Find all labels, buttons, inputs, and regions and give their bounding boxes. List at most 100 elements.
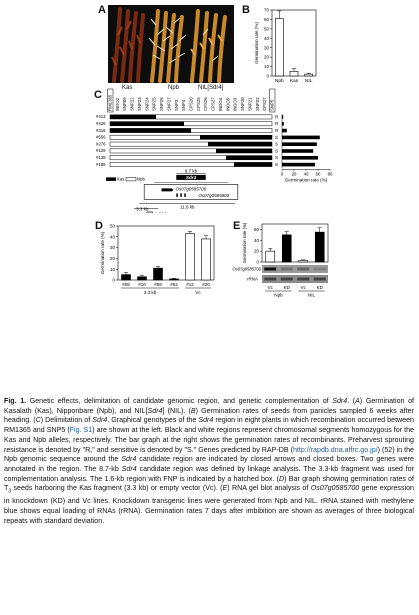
chart-b-ytick-label: 70 xyxy=(264,8,270,13)
nil-panicle xyxy=(190,9,227,83)
marker-label: SNP20 xyxy=(240,97,245,111)
caption-text: ] (NIL). ( xyxy=(162,406,191,415)
genotype-kas-segment xyxy=(110,114,156,119)
chart-e-bar xyxy=(314,231,325,263)
genotype-kas-segment xyxy=(110,128,191,133)
blot-band xyxy=(297,277,310,281)
legend-kas-swatch xyxy=(106,177,116,181)
size-label-1-6: 1.6 kb xyxy=(155,211,168,213)
chart-d-xtick-label: #10 xyxy=(138,282,146,287)
chart-d-bar xyxy=(169,278,179,281)
caption-gene-italic: Sdr4 xyxy=(332,397,348,405)
gene2-exon xyxy=(176,193,178,197)
caption-text: ) Germination rates of seeds from panicl… xyxy=(4,406,414,425)
caption-link-fig-s1[interactable]: Fig. S1 xyxy=(69,426,93,435)
caption-link-rapdb[interactable]: http://rapdb.dna.affrc.go.jp/ xyxy=(292,445,378,454)
panel-b-label: B xyxy=(242,4,250,16)
caption-text: . Graphical genotypes of the xyxy=(107,416,199,425)
line-label: #426 xyxy=(96,121,106,126)
marker-label: SNP24 xyxy=(144,97,149,111)
line-label: #318 xyxy=(96,128,106,133)
genotype-kas-segment xyxy=(234,162,272,167)
chart-d: 0 10 20 30 40 50 Germination rate (%) #08 #10 #59… xyxy=(100,224,215,295)
chart-e-ytick-label: 0 xyxy=(256,260,259,265)
gene2-label: Os07g0585800 xyxy=(198,193,229,198)
chart-d-xtick-label: #08 xyxy=(122,282,130,287)
chart-d-ytick-label: 10 xyxy=(110,267,116,272)
rs-label: R xyxy=(275,114,279,119)
gene-model-box xyxy=(143,184,239,200)
marker-label: SNP21 xyxy=(247,97,252,111)
chart-e-frame xyxy=(261,223,329,263)
marker-label: SNP22 xyxy=(130,97,135,111)
chart-e-ytick-label: 20 xyxy=(254,249,260,254)
panel-a-photo xyxy=(108,5,234,83)
size-label-3-3: 3.3 kb xyxy=(136,206,149,211)
blot-band xyxy=(313,277,326,281)
marker-label: SNP27 xyxy=(166,97,171,111)
caption-text: ) Delimitation of xyxy=(40,416,93,425)
chart-b: 0 10 20 30 40 50 60 70 Germination rate (%) Npb Ka… xyxy=(254,8,317,84)
rs-label: S xyxy=(275,142,278,147)
line-label: #129 xyxy=(96,148,106,153)
chart-b-bar xyxy=(275,18,284,77)
genotype-kas-segment xyxy=(226,155,272,160)
chart-e-bar xyxy=(281,234,292,263)
caption-gene-italic: Os07g0585700 xyxy=(310,484,360,493)
rs-label: S xyxy=(275,148,278,153)
marker-label: SNP3 xyxy=(174,99,179,111)
blot-band xyxy=(280,267,293,271)
chart-d-group-label: Vc xyxy=(195,290,201,295)
caption-panel-ref: B xyxy=(190,406,196,415)
chart-e-ytick-label: 60 xyxy=(254,227,260,232)
blot-band xyxy=(297,267,310,271)
chart-e-xtick-label: Vc xyxy=(301,285,307,290)
rs-label: R xyxy=(275,121,279,126)
marker-label: SNP4 xyxy=(181,99,186,111)
chart-c-xtick-label: 80 xyxy=(328,171,333,176)
chart-d-ylabel: Germination rate (%) xyxy=(100,231,105,274)
caption-subscript: 3 xyxy=(8,488,12,495)
caption-panel-ref: E xyxy=(222,484,228,493)
caption-gene-italic: Sdr4 xyxy=(147,406,163,415)
label-npb: Npb xyxy=(168,85,180,91)
caption-gene-italic: Sdr4 xyxy=(121,455,137,464)
fnp-hatched-box xyxy=(146,211,154,213)
rs-label: S xyxy=(275,135,278,140)
genotype-kas-segment xyxy=(216,148,272,153)
legend-npb-label: Npb xyxy=(137,177,145,182)
chart-d-ytick-label: 50 xyxy=(110,224,116,229)
caption-text: candidate region are indicated by closed… xyxy=(4,455,414,473)
chart-b-ytick-label: 0 xyxy=(266,74,269,79)
size-label-11-6: 11.6 kb xyxy=(180,204,195,209)
chart-b-bar xyxy=(289,70,299,77)
line-label: #139 xyxy=(96,155,106,160)
marker-label: SNP23 xyxy=(137,97,142,111)
marker-label: INDO3 xyxy=(233,97,238,111)
figure-caption: Fig. 1. Genetic effects, delimitation of… xyxy=(4,397,414,527)
caption-gene-italic: Sdr4 xyxy=(121,464,137,473)
chart-b-xtick-label: NIL xyxy=(305,78,313,84)
chart-b-ytick-label: 50 xyxy=(264,26,270,31)
chart-d-bar xyxy=(201,238,211,281)
rs-label: R xyxy=(275,128,279,133)
chart-b-xtick-label: Kas xyxy=(290,78,299,84)
marker-label: CPS27 xyxy=(262,97,267,111)
panel-a-label: A xyxy=(98,4,106,16)
chart-d-xtick-label: #20 xyxy=(202,282,210,287)
chart-c-xlabel: Germination rate (%) xyxy=(285,177,328,182)
marker-label: SNP5 xyxy=(270,99,275,111)
caption-gene-italic: Sdr4 xyxy=(198,416,214,425)
caption-panel-ref: C xyxy=(35,416,41,425)
gene1-label: Os07g0585700 xyxy=(176,187,207,192)
chart-b-ytick-label: 10 xyxy=(264,64,270,69)
marker-label: SNP09 xyxy=(122,97,127,111)
line-label: #413 xyxy=(96,114,106,119)
chart-b-ylabel: Germination rate (%) xyxy=(254,22,259,64)
line-label: #556 xyxy=(96,135,106,140)
chart-c-xtick-label: 40 xyxy=(304,171,309,176)
chart-d-bar xyxy=(121,274,131,281)
marker-label: CPS25 xyxy=(196,97,201,111)
panel-c-genotypes: RM1365 INDO2 SNP09 SNP22 SNP23 SNP24 SNP25 SNP2… xyxy=(96,88,333,213)
caption-text: candidate region was defined by linkage … xyxy=(4,464,414,483)
